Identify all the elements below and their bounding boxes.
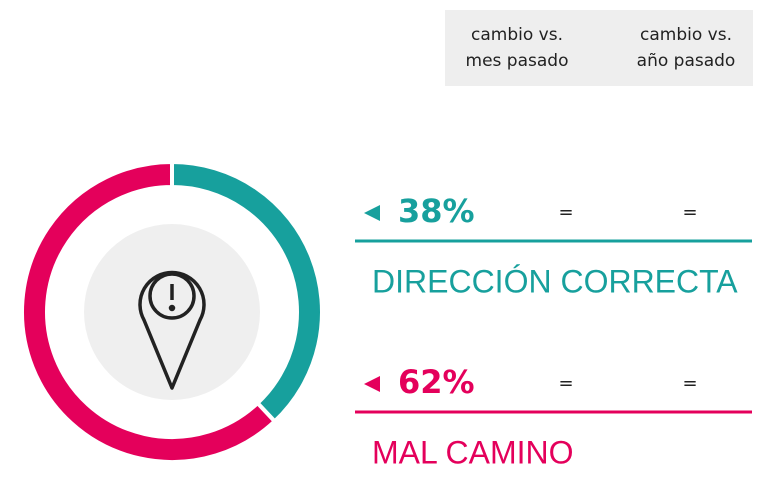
trend-arrow bbox=[364, 205, 380, 221]
donut-segment bbox=[20, 159, 278, 464]
category-label: MAL CAMINO bbox=[372, 434, 574, 470]
value-label: 38% bbox=[398, 192, 475, 230]
trend-arrow bbox=[364, 376, 380, 392]
change-value: = bbox=[682, 202, 697, 223]
change-value: = bbox=[682, 373, 697, 394]
column-header: mes pasado bbox=[466, 51, 569, 71]
change-value: = bbox=[558, 202, 573, 223]
header-box bbox=[445, 10, 753, 86]
column-header: cambio vs. bbox=[471, 25, 563, 45]
category-label: DIRECCIÓN CORRECTA bbox=[372, 263, 738, 299]
pin-icon bbox=[138, 270, 206, 390]
change-value: = bbox=[558, 373, 573, 394]
column-header: año pasado bbox=[637, 51, 736, 71]
donut-center bbox=[84, 224, 260, 400]
value-label: 62% bbox=[398, 363, 475, 401]
column-header: cambio vs. bbox=[640, 25, 732, 45]
